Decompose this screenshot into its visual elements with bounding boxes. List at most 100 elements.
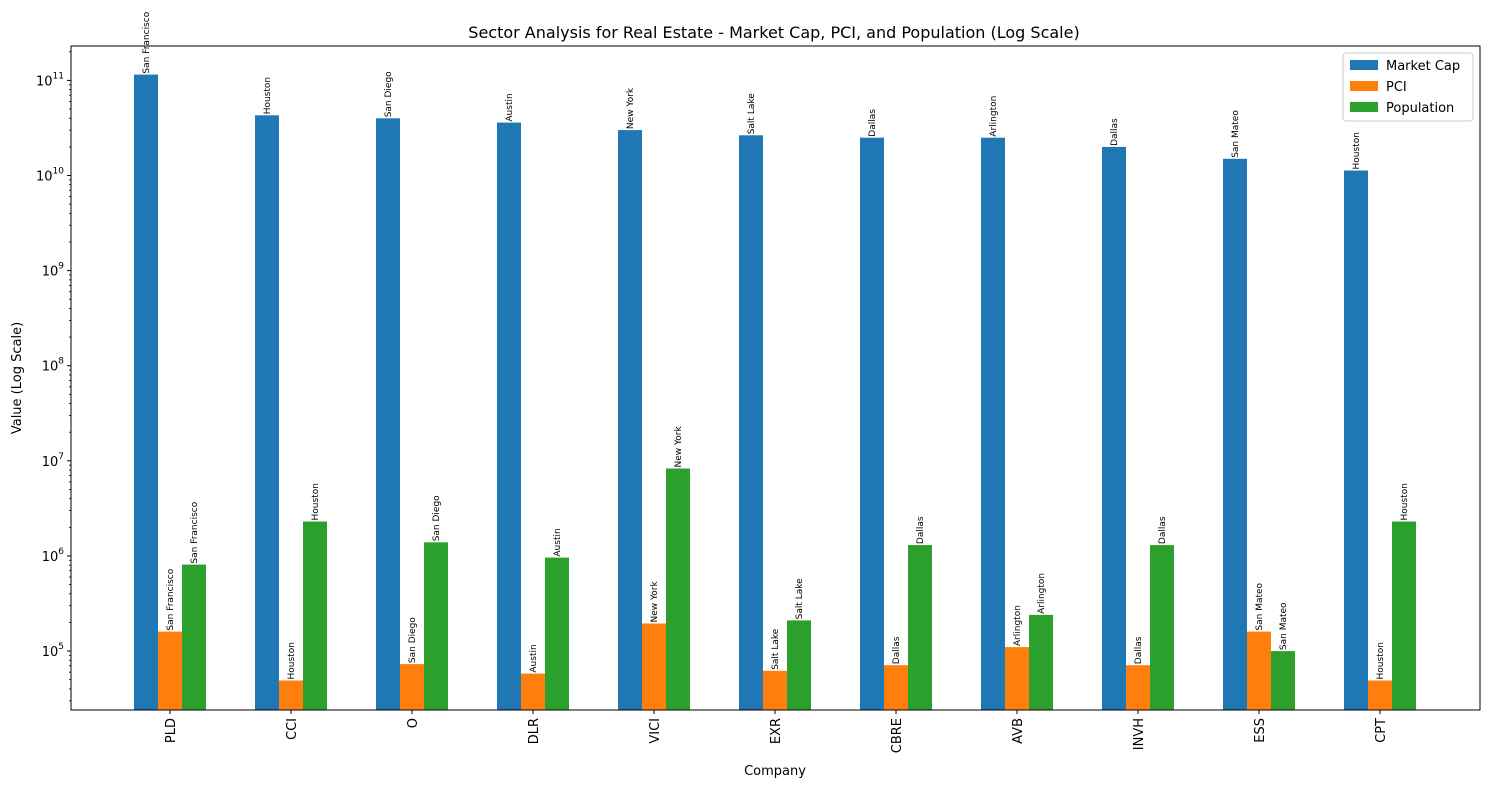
bar-label-population-invh: Dallas	[1158, 516, 1168, 544]
y-axis-label: Value (Log Scale)	[10, 322, 25, 434]
bar-pci-exr	[763, 670, 787, 710]
bar-pci-avb	[1005, 647, 1029, 710]
plot-area	[70, 45, 1481, 711]
bar-label-population-cci: Houston	[311, 483, 321, 520]
y-tick-label: 105	[42, 642, 64, 660]
bar-label-population-cpt: Houston	[1400, 483, 1410, 520]
bar-label-market-cap-cci: Houston	[263, 77, 273, 114]
bar-label-market-cap-pld: San Francisco	[142, 11, 152, 73]
bar-population-ess	[1271, 651, 1295, 710]
chart-title: Sector Analysis for Real Estate - Market…	[468, 23, 1079, 42]
bar-pci-cpt	[1368, 680, 1392, 710]
bar-label-pci-dlr: Austin	[529, 644, 539, 672]
bar-label-market-cap-vici: New York	[626, 87, 636, 129]
bar-market-cap-cpt	[1344, 170, 1368, 710]
x-tick-label-dlr: DLR	[527, 718, 542, 744]
bar-labels: San Francisco Houston San Diego Austin New Y…	[142, 11, 1410, 679]
bar-market-cap-dlr	[497, 122, 521, 711]
bar-label-population-vici: New York	[674, 426, 684, 468]
y-tick-label: 109	[42, 262, 65, 280]
bar-pci-invh	[1126, 665, 1150, 710]
bar-label-pci-cpt: Houston	[1376, 642, 1386, 679]
bar-label-pci-avb: Arlington	[1013, 605, 1023, 646]
bar-label-population-exr: Salt Lake	[795, 578, 805, 620]
bar-pci-cbre	[884, 665, 908, 710]
bar-population-cbre	[908, 545, 932, 710]
legend-swatch-population	[1350, 102, 1378, 112]
legend-label-market-cap: Market Cap	[1386, 59, 1460, 74]
bar-label-market-cap-cbre: Dallas	[868, 109, 878, 137]
bar-label-population-avb: Arlington	[1037, 573, 1047, 614]
x-axis-label: Company	[744, 764, 806, 779]
bar-market-cap-o	[376, 118, 400, 711]
bar-pci-vici	[642, 623, 666, 710]
x-tick-label-pld: PLD	[164, 718, 179, 743]
x-tick-label-o: O	[406, 718, 421, 728]
bar-label-market-cap-ess: San Mateo	[1231, 110, 1241, 158]
y-tick-label: 108	[42, 357, 65, 375]
y-tick-label: 107	[42, 452, 64, 470]
legend-swatch-market-cap	[1350, 60, 1378, 70]
x-tick-label-cpt: CPT	[1374, 718, 1389, 743]
bar-label-pci-cbre: Dallas	[892, 636, 902, 664]
bar-label-pci-exr: Salt Lake	[771, 628, 781, 670]
legend-label-population: Population	[1386, 101, 1454, 116]
bar-pci-ess	[1247, 631, 1271, 710]
bar-population-cci	[303, 521, 327, 710]
bar-label-population-cbre: Dallas	[916, 516, 926, 544]
bar-population-avb	[1029, 614, 1053, 710]
bar-label-population-pld: San Francisco	[190, 501, 200, 563]
bar-label-pci-pld: San Francisco	[166, 568, 176, 630]
bar-label-market-cap-o: San Diego	[384, 71, 394, 117]
x-tick-label-vici: VICI	[648, 718, 663, 744]
bar-label-pci-o: San Diego	[408, 617, 418, 663]
bar-market-cap-cci	[255, 115, 279, 711]
bar-market-cap-invh	[1102, 146, 1126, 710]
plot-bars	[134, 74, 1416, 711]
bar-label-market-cap-avb: Arlington	[989, 96, 999, 137]
y-tick-label: 106	[42, 547, 65, 565]
bar-market-cap-exr	[739, 135, 763, 711]
y-tick-label: 1010	[36, 167, 64, 185]
x-tick-label-cbre: CBRE	[890, 718, 905, 753]
bar-population-o	[424, 542, 448, 710]
bar-label-population-dlr: Austin	[553, 528, 563, 556]
x-tick-label-ess: ESS	[1253, 718, 1268, 743]
x-tick-label-cci: CCI	[285, 718, 300, 740]
y-axis: 105 106 107 108 109 1010 1011	[36, 51, 71, 702]
bar-pci-cci	[279, 680, 303, 710]
bar-pci-o	[400, 664, 424, 710]
bar-label-pci-vici: New York	[650, 581, 660, 623]
x-tick-label-invh: INVH	[1132, 718, 1147, 750]
bar-pci-dlr	[521, 673, 545, 710]
bar-label-pci-ess: San Mateo	[1255, 582, 1265, 630]
bar-label-market-cap-cpt: Houston	[1352, 132, 1362, 169]
x-tick-label-exr: EXR	[769, 718, 784, 744]
bar-label-pci-cci: Houston	[287, 642, 297, 679]
bar-label-population-o: San Diego	[432, 495, 442, 541]
bar-label-market-cap-invh: Dallas	[1110, 118, 1120, 146]
legend-swatch-pci	[1350, 81, 1378, 91]
bar-pci-pld	[158, 631, 182, 710]
bar-market-cap-cbre	[860, 137, 884, 710]
bar-market-cap-avb	[981, 137, 1005, 710]
y-tick-label: 1011	[36, 71, 64, 89]
bar-label-market-cap-dlr: Austin	[505, 93, 515, 121]
x-tick-label-avb: AVB	[1011, 718, 1026, 744]
bar-market-cap-vici	[618, 130, 642, 711]
x-axis: PLD CCI O DLR VICI EXR CBRE AVB INVH ESS CPT	[164, 710, 1389, 753]
bar-population-exr	[787, 620, 811, 710]
bar-label-market-cap-exr: Salt Lake	[747, 93, 757, 135]
bar-population-invh	[1150, 545, 1174, 710]
bar-label-population-ess: San Mateo	[1279, 602, 1289, 650]
bar-market-cap-pld	[134, 74, 158, 711]
bar-population-cpt	[1392, 521, 1416, 710]
legend-label-pci: PCI	[1386, 80, 1407, 95]
bar-population-dlr	[545, 557, 569, 710]
bar-market-cap-ess	[1223, 158, 1247, 711]
legend: Market Cap PCI Population	[1342, 52, 1474, 122]
bar-population-vici	[666, 468, 690, 710]
bar-population-pld	[182, 564, 206, 710]
bar-label-pci-invh: Dallas	[1134, 636, 1144, 664]
